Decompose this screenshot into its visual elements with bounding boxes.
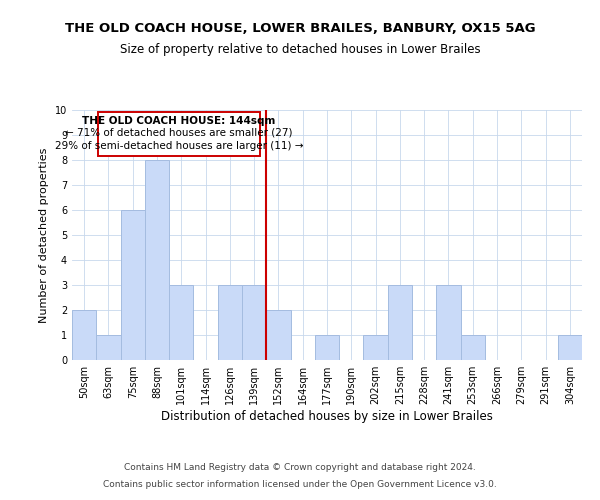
Bar <box>169 285 193 360</box>
Bar <box>242 285 266 360</box>
Bar <box>436 285 461 360</box>
X-axis label: Distribution of detached houses by size in Lower Brailes: Distribution of detached houses by size … <box>161 410 493 423</box>
Text: Size of property relative to detached houses in Lower Brailes: Size of property relative to detached ho… <box>119 42 481 56</box>
Text: ← 71% of detached houses are smaller (27): ← 71% of detached houses are smaller (27… <box>65 128 293 138</box>
Bar <box>558 335 582 360</box>
Bar <box>266 310 290 360</box>
Bar <box>315 335 339 360</box>
Bar <box>145 160 169 360</box>
Bar <box>388 285 412 360</box>
Text: Contains public sector information licensed under the Open Government Licence v3: Contains public sector information licen… <box>103 480 497 489</box>
Text: THE OLD COACH HOUSE: 144sqm: THE OLD COACH HOUSE: 144sqm <box>82 116 275 126</box>
Bar <box>461 335 485 360</box>
Bar <box>121 210 145 360</box>
Text: THE OLD COACH HOUSE, LOWER BRAILES, BANBURY, OX15 5AG: THE OLD COACH HOUSE, LOWER BRAILES, BANB… <box>65 22 535 36</box>
Bar <box>364 335 388 360</box>
FancyBboxPatch shape <box>97 112 260 156</box>
Bar <box>72 310 96 360</box>
Y-axis label: Number of detached properties: Number of detached properties <box>40 148 49 322</box>
Bar <box>218 285 242 360</box>
Text: Contains HM Land Registry data © Crown copyright and database right 2024.: Contains HM Land Registry data © Crown c… <box>124 464 476 472</box>
Bar <box>96 335 121 360</box>
Text: 29% of semi-detached houses are larger (11) →: 29% of semi-detached houses are larger (… <box>55 141 303 151</box>
